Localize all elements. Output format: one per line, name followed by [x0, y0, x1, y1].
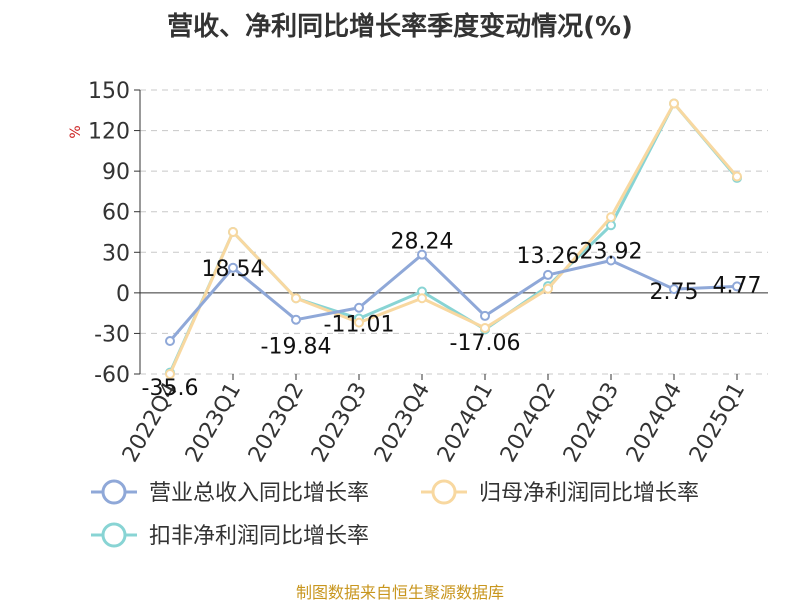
- data-label-0: -35.6: [142, 376, 199, 401]
- series-1-point-2: [291, 293, 301, 304]
- x-tick-label-2: 2023Q2: [244, 379, 309, 467]
- x-tick-label-4: 2023Q4: [370, 379, 435, 467]
- chart-title: 营收、净利同比增长率季度变动情况(%): [167, 12, 633, 42]
- series-1-point-8: [669, 98, 679, 109]
- data-source-note: 制图数据来自恒生聚源数据库: [295, 583, 504, 602]
- series-0-point-8: [669, 284, 679, 295]
- y-tick-label-2: 90: [102, 160, 130, 185]
- series-0-point-3: [354, 302, 364, 313]
- series-0-point-9: [732, 281, 742, 292]
- legend-label-1: 归母净利润同比增长率: [479, 481, 699, 506]
- series-1-point-1: [228, 227, 238, 237]
- y-tick-label-0: 150: [88, 79, 130, 104]
- x-tick-label-3: 2023Q3: [307, 379, 372, 467]
- data-label-8: 2.75: [650, 280, 699, 305]
- series-0-point-6: [543, 269, 553, 280]
- legend-marker-0: [101, 479, 127, 505]
- data-label-6: 13.26: [517, 244, 580, 269]
- grid-lines: [140, 89, 768, 375]
- y-tick-label-1: 120: [88, 120, 130, 145]
- series-0-point-5: [480, 310, 490, 321]
- data-label-9: 4.77: [713, 273, 762, 298]
- data-labels: -35.6 18.54 -19.84-11.01 28.24 -17.06 13.26 23…: [142, 230, 762, 401]
- data-label-7: 23.92: [580, 240, 643, 265]
- data-label-3: -11.01: [324, 313, 395, 338]
- series-0-point-7: [606, 255, 616, 266]
- series-lines: [165, 98, 742, 379]
- series-1-point-5: [480, 323, 490, 334]
- legend-label-0: 营业总收入同比增长率: [149, 481, 369, 506]
- series-line-0: [168, 253, 738, 342]
- x-tick-label-7: 2024Q3: [559, 379, 624, 467]
- x-tick-label-6: 2024Q2: [496, 379, 561, 467]
- y-tick-label-7: -60: [94, 363, 130, 388]
- series-0-point-2: [291, 314, 301, 325]
- y-tick-label-6: -30: [94, 322, 130, 347]
- data-label-4: 28.24: [391, 230, 454, 255]
- y-tick-label-5: 0: [116, 282, 130, 307]
- y-axis-label: %: [68, 125, 84, 138]
- data-label-1: 18.54: [202, 257, 265, 282]
- x-tick-label-5: 2024Q1: [433, 379, 498, 467]
- series-1-point-9: [732, 171, 742, 182]
- series-1-point-0: [165, 369, 175, 379]
- series-1-point-7: [606, 212, 616, 223]
- series-line-1: [168, 102, 739, 375]
- series-0-point-4: [417, 249, 427, 260]
- x-tick-label-8: 2024Q4: [622, 379, 687, 467]
- legend-marker-1: [431, 479, 457, 505]
- legend-marker-2: [101, 522, 127, 548]
- series-0-point-0: [165, 336, 175, 347]
- x-tick-label-9: 2025Q1: [685, 379, 750, 467]
- series-0-point-1: [228, 262, 238, 273]
- series-1-point-3: [354, 317, 364, 328]
- legend-label-2: 扣非净利润同比增长率: [149, 524, 369, 549]
- data-label-2: -19.84: [261, 335, 332, 360]
- y-axis: 150 120 90 60 30 0 -30 -60: [88, 79, 141, 388]
- series-1-point-4: [417, 293, 427, 304]
- data-label-5: -17.06: [450, 331, 521, 356]
- series-1-point-6: [543, 283, 553, 294]
- y-tick-label-3: 60: [102, 201, 130, 226]
- y-tick-label-4: 30: [102, 241, 130, 266]
- x-axis: 2022Q42023Q12023Q22023Q32023Q42024Q12024…: [118, 292, 768, 467]
